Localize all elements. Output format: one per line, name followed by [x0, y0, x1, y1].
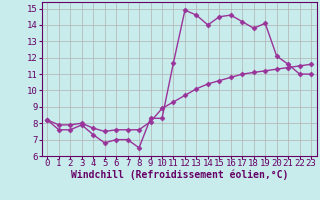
X-axis label: Windchill (Refroidissement éolien,°C): Windchill (Refroidissement éolien,°C) — [70, 170, 288, 180]
